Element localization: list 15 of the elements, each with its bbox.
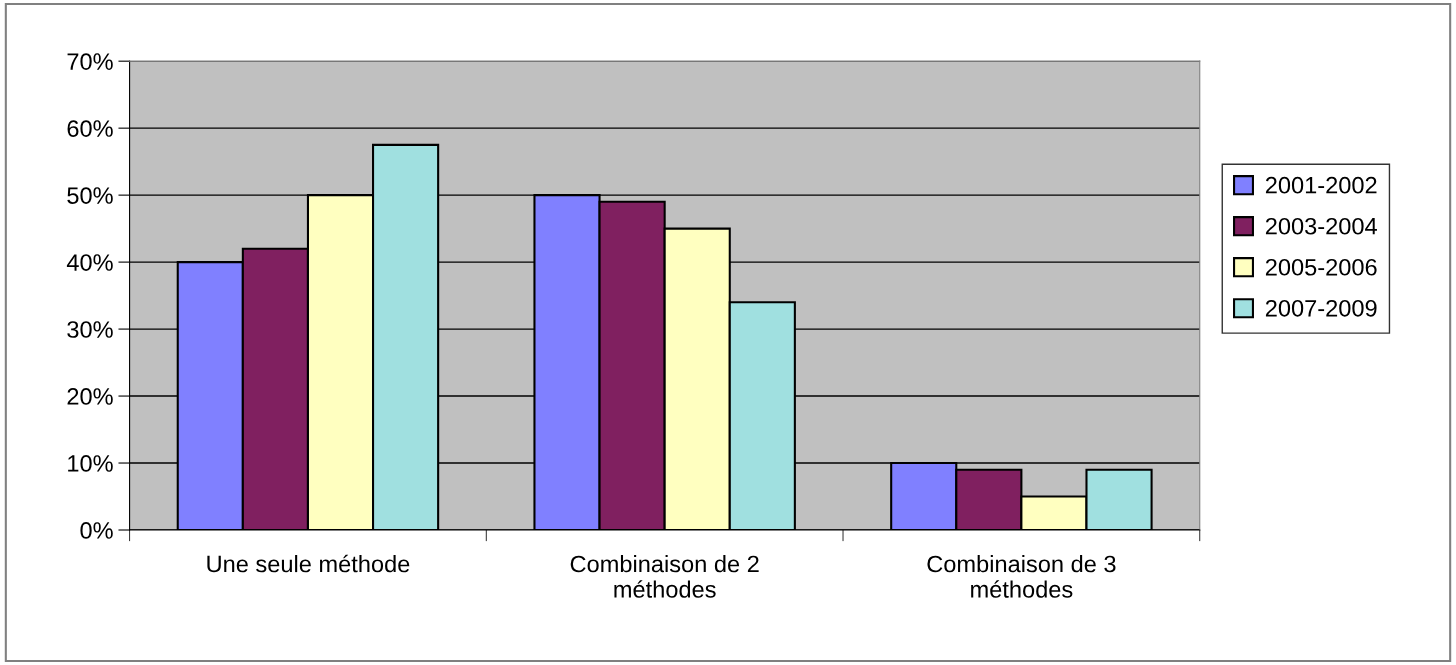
y-tick-label: 40%: [66, 254, 113, 271]
y-tick-label: 10%: [68, 455, 113, 472]
legend-label: 2003-2004: [1265, 217, 1377, 235]
y-tick-label: 50%: [67, 187, 113, 204]
x-tick-label: Combinaison de 3 méthodes: [927, 555, 1116, 598]
y-tick-label: 70%: [67, 53, 113, 70]
y-tick-label: 0%: [80, 522, 113, 539]
x-tick-label: Combinaison de 2 méthodes: [570, 555, 759, 598]
y-tick-label: 30%: [67, 321, 113, 338]
legend-label: 2001-2002: [1265, 176, 1377, 194]
x-tick-label: Une seule méthode: [207, 554, 410, 573]
y-tick-label: 60%: [67, 120, 113, 137]
legend-label: 2007-2009: [1265, 299, 1377, 317]
legend-label: 2005-2006: [1265, 258, 1377, 276]
y-tick-label: 20%: [67, 388, 113, 405]
